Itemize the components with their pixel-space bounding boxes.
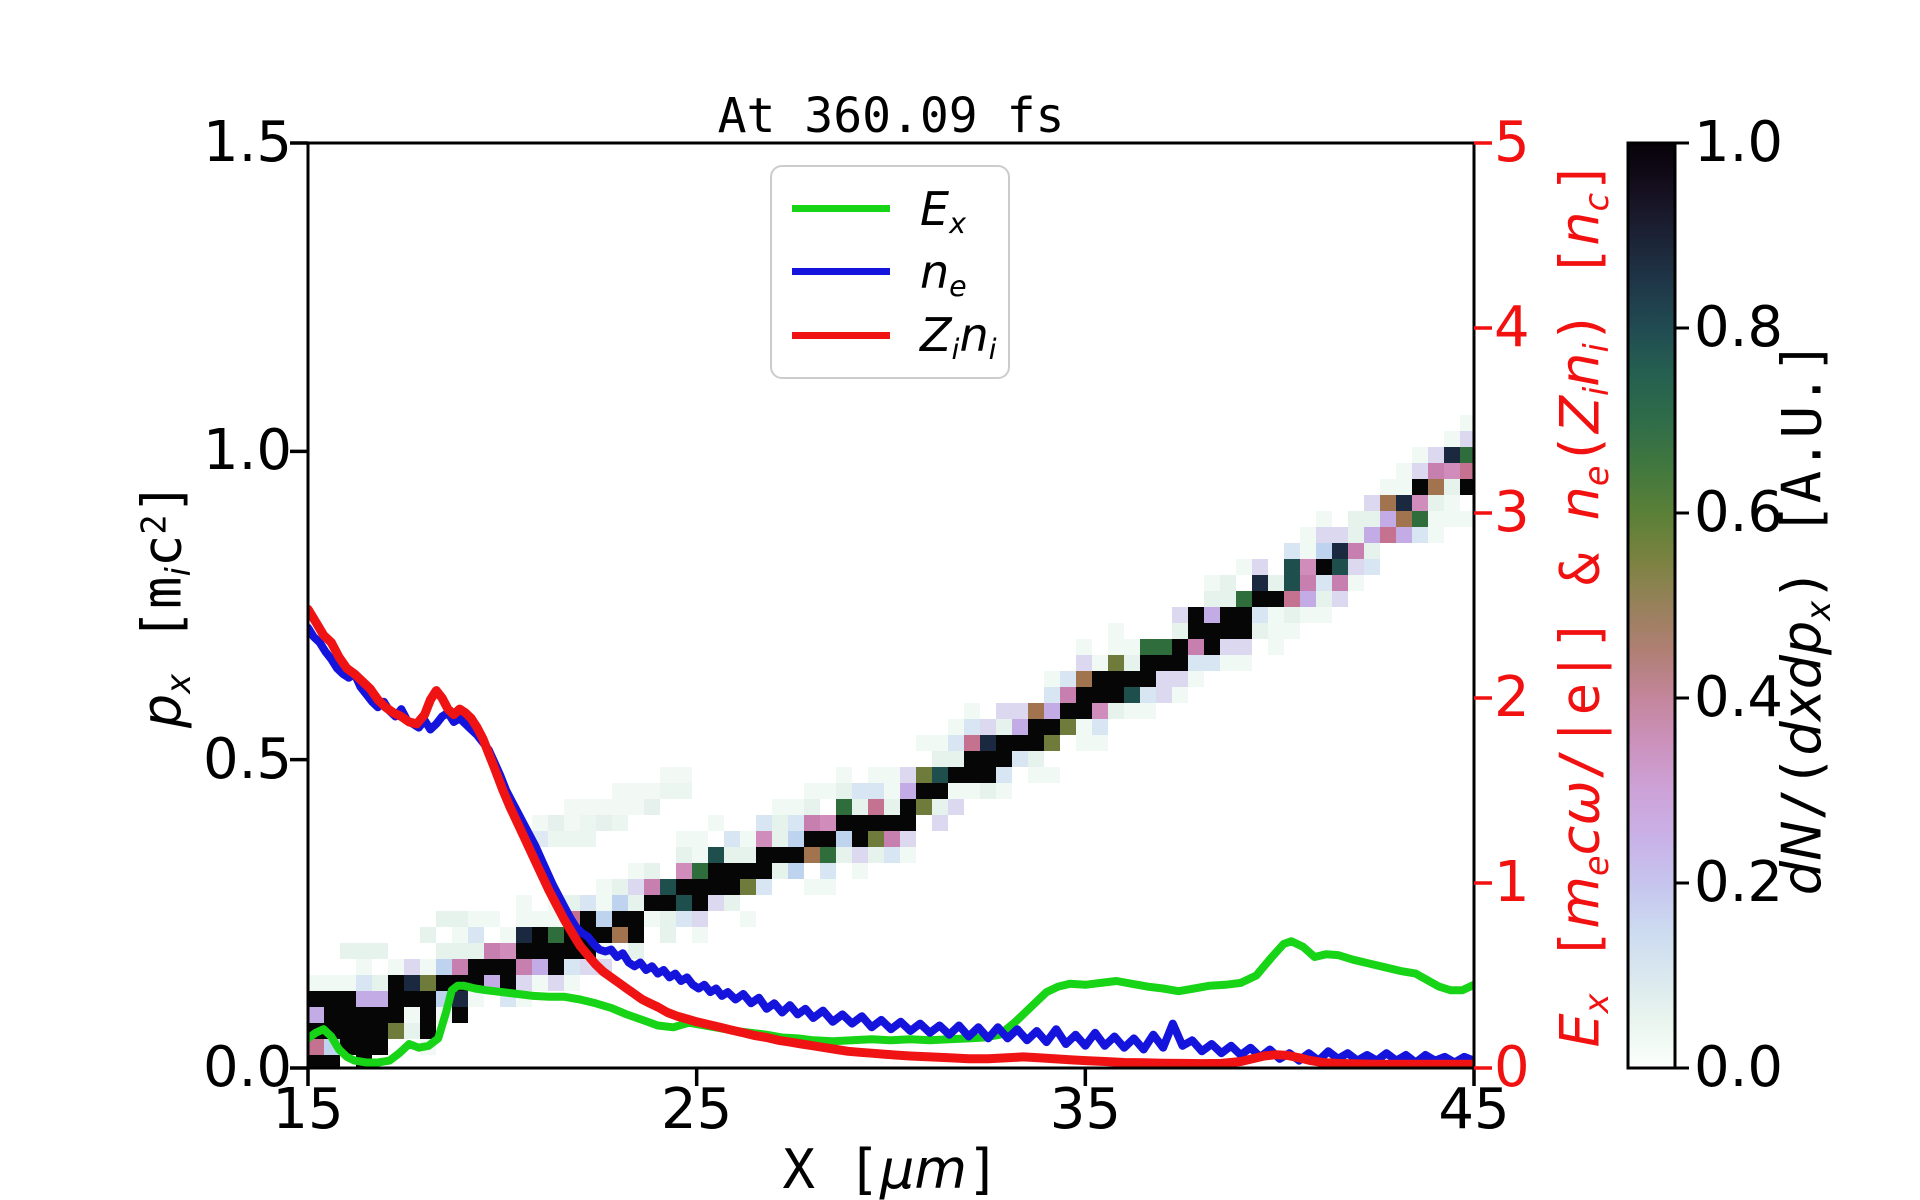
plot-spines — [306, 141, 1476, 1070]
ne-line — [308, 623, 1474, 1067]
legend-item-ex: Ex — [792, 181, 1008, 240]
y-left-tick-label: 1.0 — [202, 418, 292, 484]
colorbar-tick-label: 0.0 — [1694, 1035, 1784, 1100]
legend-ex-label: Ex — [920, 181, 966, 240]
colorbar-tick-label: 1.0 — [1694, 110, 1784, 175]
legend-item-ne: ne — [792, 244, 1008, 303]
legend-item-zini: Zini — [792, 308, 1008, 367]
colorbar-gradient — [1626, 141, 1677, 1070]
ex-line — [308, 937, 1474, 1067]
legend-ne-label: ne — [920, 244, 967, 303]
x-tick-label: 45 — [1438, 1077, 1510, 1142]
colorbar-tick-label: 0.6 — [1694, 480, 1784, 545]
colorbar-ticks — [1675, 141, 1689, 1070]
plot-title: At 360.09 fs — [717, 88, 1065, 144]
y-left-tick-label: 1.5 — [202, 110, 292, 175]
y-right-tick-label: 4 — [1494, 295, 1530, 360]
axis-ticks — [290, 141, 1492, 1086]
legend-ex-line-sample — [792, 205, 890, 213]
colorbar-label: dN/(dxdpx) [A.U.] — [1770, 340, 1838, 896]
legend-zini-label: Zini — [920, 308, 997, 367]
y-right-axis-label: Ex [mecω/|e|] & ne(Zini) [nc] — [1548, 160, 1616, 1048]
x-axis-label: X [μm] — [782, 1138, 1000, 1200]
zini-line — [308, 604, 1474, 1068]
x-tick-label: 35 — [1049, 1077, 1121, 1142]
colorbar-tick-label: 0.2 — [1694, 850, 1784, 915]
x-tick-label: 25 — [661, 1077, 733, 1142]
legend-zini-line-sample — [792, 331, 890, 339]
y-right-tick-label: 0 — [1494, 1035, 1530, 1100]
y-right-tick-label: 5 — [1494, 110, 1530, 175]
y-right-tick-label: 1 — [1494, 850, 1530, 915]
y-left-axis-label: px [mic2] — [130, 481, 198, 729]
legend-ne-line-sample — [792, 268, 890, 276]
legend: Ex ne Zini — [770, 165, 1010, 379]
y-right-tick-label: 3 — [1494, 480, 1530, 545]
colorbar-tick-label: 0.8 — [1694, 295, 1784, 360]
y-left-tick-label: 0.0 — [202, 1035, 292, 1100]
colorbar-tick-label: 0.4 — [1694, 665, 1784, 730]
y-right-tick-label: 2 — [1494, 665, 1530, 730]
x-tick-label: 15 — [272, 1077, 344, 1142]
heatmap-cells — [308, 415, 1474, 1068]
y-left-tick-label: 0.5 — [202, 726, 292, 792]
